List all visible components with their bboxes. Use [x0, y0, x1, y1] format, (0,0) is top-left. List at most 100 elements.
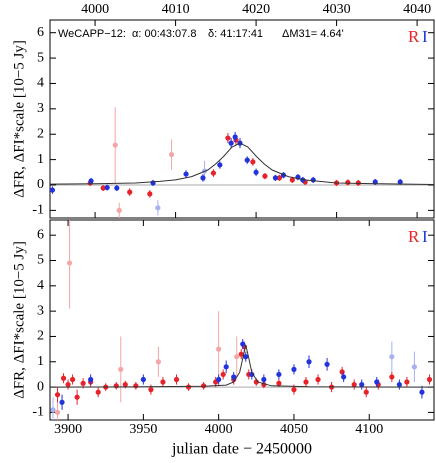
- annotation: ΔM31= 4.64': [282, 28, 344, 40]
- data-point: [200, 175, 206, 181]
- data-point: [183, 171, 189, 177]
- y-tick-label: 1: [37, 354, 44, 369]
- data-point: [411, 364, 418, 370]
- legend-entry: R: [408, 227, 420, 246]
- data-point: [140, 376, 146, 383]
- data-point: [397, 179, 403, 185]
- data-point: [54, 409, 61, 416]
- y-tick-label: 0: [37, 177, 44, 192]
- y-tick-label: 6: [37, 25, 44, 40]
- data-point: [261, 376, 267, 383]
- data-point: [389, 354, 395, 360]
- data-point: [228, 140, 234, 146]
- data-point: [95, 389, 101, 395]
- x-tick-label: 4050: [280, 422, 308, 437]
- data-point: [250, 159, 256, 165]
- data-point: [210, 170, 217, 176]
- data-point: [291, 366, 297, 372]
- x-tick-label: 4000: [205, 422, 233, 437]
- y-axis-label: ΔFR, ΔFI*scale [10−5 Jy]: [11, 40, 27, 198]
- annotation: δ: 41:17:41: [208, 28, 263, 40]
- y-tick-label: 5: [37, 50, 44, 65]
- data-point: [315, 376, 321, 383]
- data-point: [426, 376, 433, 383]
- data-point: [88, 376, 94, 383]
- x-tick-label: 4020: [242, 2, 270, 17]
- data-point: [223, 364, 229, 370]
- y-tick-label: -1: [32, 405, 44, 420]
- data-point: [173, 376, 180, 383]
- data-point: [217, 162, 223, 168]
- data-point: [289, 177, 295, 183]
- x-axis-label: julian date − 2450000: [171, 441, 312, 458]
- data-point: [168, 151, 175, 158]
- data-point: [113, 383, 119, 389]
- data-point: [396, 381, 402, 388]
- y-tick-label: -1: [32, 203, 44, 218]
- data-point: [310, 177, 316, 183]
- annotation: WeCAPP−12:: [58, 28, 126, 40]
- data-point: [88, 178, 94, 184]
- data-point: [104, 184, 110, 191]
- data-point: [225, 135, 231, 141]
- data-point: [118, 366, 124, 372]
- data-point: [50, 407, 56, 413]
- data-point: [324, 361, 330, 367]
- data-point: [272, 175, 279, 181]
- data-point: [232, 134, 238, 140]
- data-point: [127, 189, 133, 195]
- data-point: [160, 379, 166, 385]
- data-point: [276, 380, 282, 386]
- y-tick-label: 3: [37, 101, 44, 116]
- x-tick-label: 4100: [355, 422, 383, 437]
- legend-entry: I: [422, 227, 428, 246]
- data-point: [69, 376, 76, 383]
- data-point: [244, 157, 250, 163]
- data-point: [306, 359, 312, 365]
- data-point: [253, 169, 259, 175]
- x-tick-label: 3900: [54, 422, 82, 437]
- y-tick-label: 2: [37, 329, 44, 344]
- legend-entry: I: [422, 27, 428, 46]
- data-point: [303, 379, 309, 385]
- data-point: [389, 374, 395, 380]
- data-point: [155, 205, 161, 211]
- x-tick-label: 4010: [162, 2, 190, 17]
- data-point: [155, 359, 162, 365]
- data-point: [150, 180, 156, 186]
- data-point: [351, 381, 357, 388]
- data-point: [54, 392, 61, 398]
- x-tick-label: 3950: [129, 422, 157, 437]
- data-point: [65, 381, 71, 388]
- y-axis-label: ΔFR, ΔFI*scale [10−5 Jy]: [11, 241, 27, 399]
- y-tick-label: 1: [37, 152, 44, 167]
- data-point: [59, 399, 65, 405]
- data-point: [238, 351, 244, 357]
- y-tick-label: 4: [37, 76, 44, 91]
- data-point: [100, 185, 106, 191]
- data-point: [253, 379, 259, 385]
- data-point: [345, 179, 351, 186]
- data-point: [122, 381, 128, 388]
- x-tick-label: 4000: [81, 2, 109, 17]
- y-tick-label: 3: [37, 303, 44, 318]
- data-point: [419, 389, 425, 395]
- data-point: [220, 371, 226, 378]
- data-point: [231, 374, 237, 380]
- data-point: [80, 380, 86, 386]
- x-tick-label: 4040: [403, 2, 431, 17]
- data-point: [114, 185, 120, 191]
- data-point: [359, 381, 365, 388]
- model-curve: [50, 142, 434, 185]
- annotation: α: 00:43:07.8: [132, 28, 196, 40]
- data-point: [216, 376, 222, 383]
- data-point: [74, 394, 80, 400]
- data-point: [404, 379, 410, 385]
- data-point: [112, 142, 118, 148]
- data-point: [374, 379, 380, 385]
- data-point: [363, 389, 369, 395]
- y-tick-label: 0: [37, 379, 44, 394]
- data-point: [341, 374, 347, 380]
- y-tick-label: 2: [37, 126, 44, 141]
